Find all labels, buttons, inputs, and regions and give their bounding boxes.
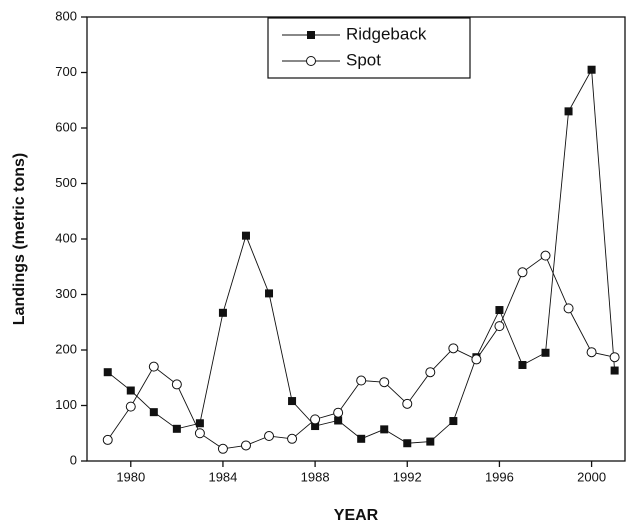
legend-text: Ridgeback: [346, 24, 427, 43]
data-point: [563, 303, 574, 314]
data-point: [334, 416, 343, 425]
legend-text: Spot: [346, 50, 381, 69]
data-point: [240, 440, 251, 451]
data-point: [564, 107, 573, 116]
data-point: [426, 437, 435, 446]
data-point: [357, 434, 366, 443]
legend-box: [267, 17, 471, 79]
data-point: [448, 343, 459, 354]
data-point: [494, 321, 505, 332]
data-point: [103, 368, 112, 377]
data-point: [402, 398, 413, 409]
data-point: [541, 348, 550, 357]
y-tick-label: 500: [55, 175, 77, 190]
data-point: [380, 425, 389, 434]
data-point: [287, 433, 298, 444]
x-tick-label: 1992: [393, 469, 422, 484]
y-tick-label: 800: [55, 8, 77, 23]
data-point: [265, 289, 274, 298]
y-tick-label: 200: [55, 341, 77, 356]
y-tick-label: 400: [55, 230, 77, 245]
x-tick-label: 1996: [485, 469, 514, 484]
series-line: [107, 254, 615, 450]
data-point: [217, 443, 228, 454]
data-point: [311, 422, 320, 431]
data-point: [241, 231, 250, 240]
x-axis-title: YEAR: [334, 507, 379, 524]
data-point: [264, 431, 275, 442]
y-tick-label: 700: [55, 64, 77, 79]
data-point: [333, 407, 344, 418]
data-point: [587, 65, 596, 74]
data-point: [125, 401, 136, 412]
data-point: [148, 361, 159, 372]
data-point: [356, 375, 367, 386]
legend-marker: [306, 56, 316, 66]
data-point: [194, 428, 205, 439]
data-point: [586, 347, 597, 358]
data-point: [517, 267, 528, 278]
x-tick-label: 1988: [301, 469, 330, 484]
data-point: [425, 367, 436, 378]
y-tick-label: 0: [70, 452, 77, 467]
plot-frame: [86, 16, 626, 462]
data-point: [609, 352, 620, 363]
y-axis-title: Landings (metric tons): [11, 153, 28, 325]
data-point: [288, 397, 297, 406]
data-point: [218, 308, 227, 317]
data-point: [540, 250, 551, 261]
data-point: [171, 379, 182, 390]
data-point: [126, 386, 135, 395]
x-tick-label: 2000: [577, 469, 606, 484]
data-point: [195, 419, 204, 428]
data-point: [403, 439, 412, 448]
data-point: [149, 408, 158, 417]
data-point: [379, 377, 390, 388]
x-tick-label: 1984: [208, 469, 237, 484]
y-tick-label: 100: [55, 397, 77, 412]
y-tick-label: 300: [55, 286, 77, 301]
data-point: [310, 414, 321, 425]
y-tick-label: 600: [55, 119, 77, 134]
data-point: [102, 434, 113, 445]
data-point: [495, 306, 504, 315]
data-point: [610, 366, 619, 375]
data-point: [172, 424, 181, 433]
data-point: [449, 417, 458, 426]
legend-marker: [307, 31, 315, 39]
x-tick-label: 1980: [116, 469, 145, 484]
series-line: [107, 68, 616, 444]
data-point: [471, 354, 482, 365]
data-point: [518, 360, 527, 369]
